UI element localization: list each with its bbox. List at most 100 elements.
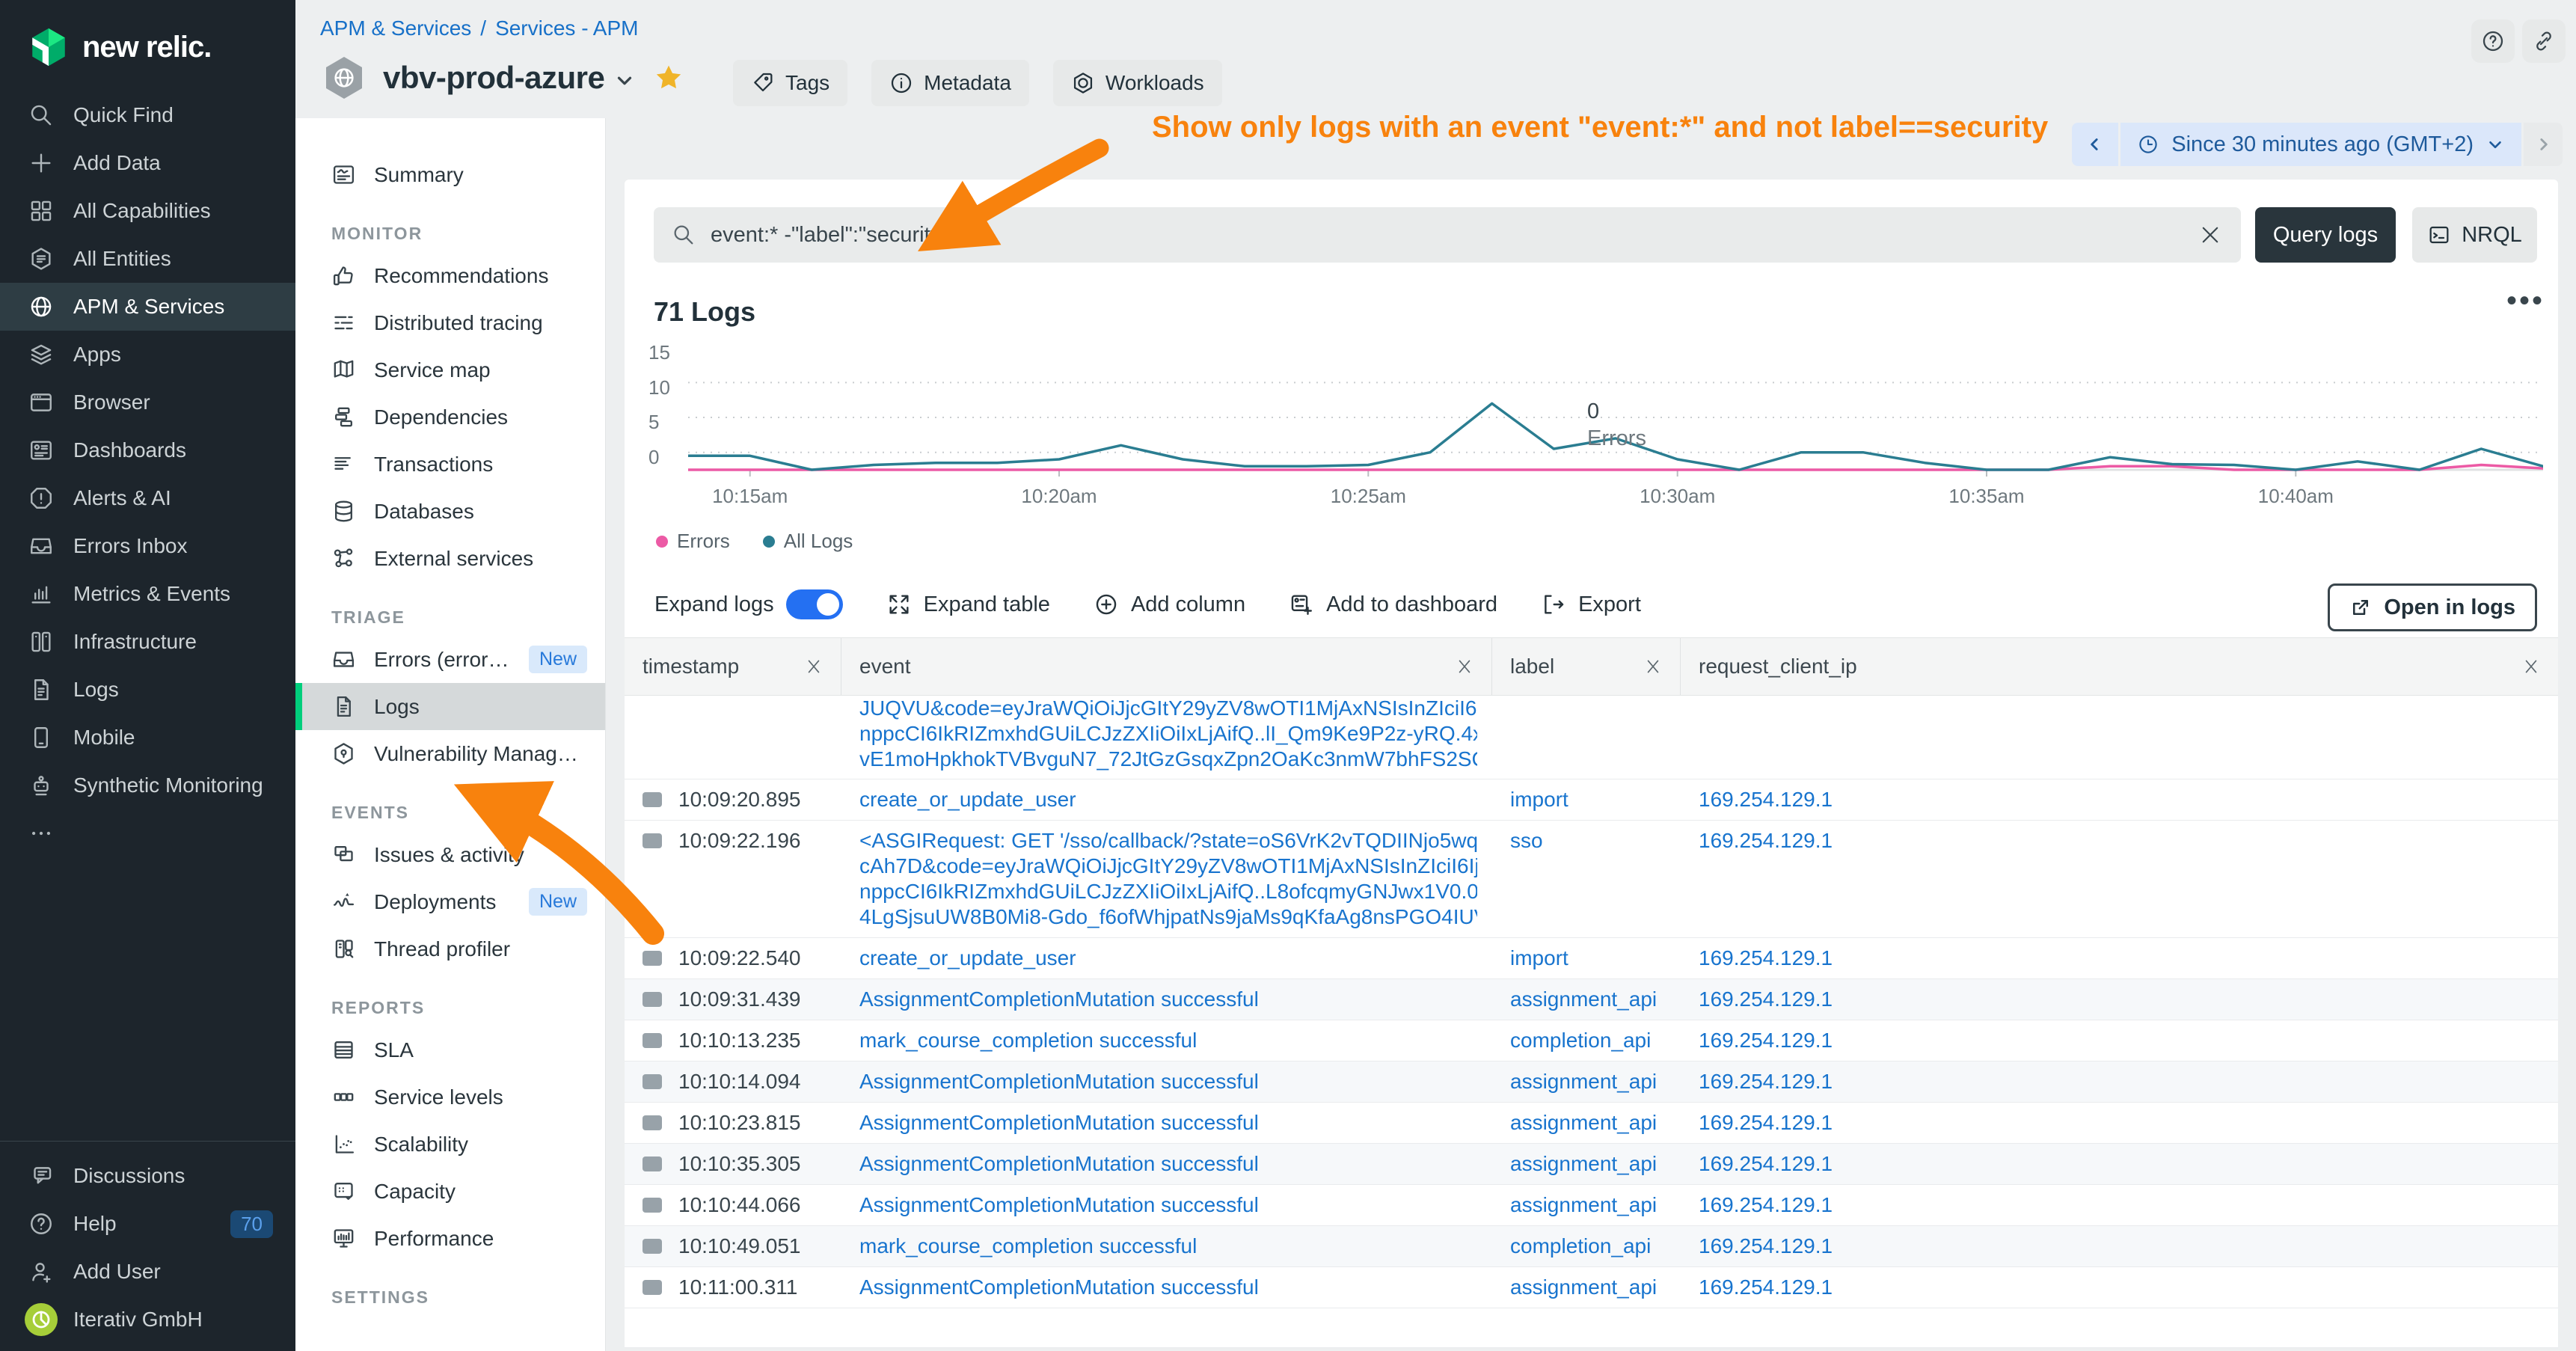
sidebar-item-add-data[interactable]: Add Data xyxy=(0,139,295,187)
table-row[interactable]: 10:09:31.439AssignmentCompletionMutation… xyxy=(625,979,2558,1020)
query-logs-button[interactable]: Query logs xyxy=(2255,207,2396,263)
label-link[interactable]: sso xyxy=(1492,828,1681,930)
subnav-item-service-map[interactable]: Service map xyxy=(295,346,605,393)
query-input[interactable]: event:* -"label":"security" xyxy=(711,223,2183,248)
label-link[interactable]: completion_api xyxy=(1492,1028,1681,1053)
event-link[interactable]: AssignmentCompletionMutation successful xyxy=(859,1110,1477,1136)
subnav-item-summary[interactable]: Summary xyxy=(295,151,605,198)
subnav-item-issues-activity[interactable]: Issues & activity xyxy=(295,831,605,878)
export-button[interactable]: Export xyxy=(1541,592,1641,617)
table-row[interactable]: JUQVU&code=eyJraWQiOiJjcGItY29yZV8wOTI1M… xyxy=(625,696,2558,779)
event-link[interactable]: AssignmentCompletionMutation successful xyxy=(859,1275,1477,1300)
request-client-ip-link[interactable]: 169.254.129.1 xyxy=(1681,1275,2558,1300)
sidebar-item-add-user[interactable]: Add User xyxy=(0,1248,295,1296)
sidebar-item-logs[interactable]: Logs xyxy=(0,666,295,714)
table-row[interactable]: 10:10:14.094AssignmentCompletionMutation… xyxy=(625,1062,2558,1103)
request-client-ip-link[interactable]: 169.254.129.1 xyxy=(1681,987,2558,1012)
row-marker-icon[interactable] xyxy=(643,1074,662,1089)
sidebar-item-all-entities[interactable]: All Entities xyxy=(0,235,295,283)
remove-column-icon[interactable] xyxy=(1454,656,1475,677)
request-client-ip-link[interactable]: 169.254.129.1 xyxy=(1681,1028,2558,1053)
subnav-item-logs[interactable]: Logs xyxy=(295,683,605,730)
event-link[interactable]: 4LgSjsuUW8B0Mi8-Gdo_f6ofWhjpatNs9jaMs9qK… xyxy=(859,904,1477,930)
sidebar-item-infrastructure[interactable]: Infrastructure xyxy=(0,618,295,666)
label-link[interactable]: assignment_api xyxy=(1492,1110,1681,1136)
panel-menu-dots[interactable]: ••• xyxy=(2506,284,2545,318)
legend-errors[interactable]: Errors xyxy=(656,530,730,553)
table-row[interactable]: 10:09:20.895create_or_update_userimport1… xyxy=(625,779,2558,821)
sidebar-item-mobile[interactable]: Mobile xyxy=(0,714,295,762)
label-link[interactable]: assignment_api xyxy=(1492,987,1681,1012)
event-link[interactable]: vE1moHpkhokTVBvguN7_72JtGzGsqxZpn2OaKc3n… xyxy=(859,747,1477,771)
subnav-item-performance[interactable]: Performance xyxy=(295,1215,605,1262)
sidebar-item-errors-inbox[interactable]: Errors Inbox xyxy=(0,522,295,570)
row-marker-icon[interactable] xyxy=(643,1198,662,1213)
event-link[interactable]: create_or_update_user xyxy=(859,946,1477,971)
label-link[interactable]: import xyxy=(1492,787,1681,812)
remove-column-icon[interactable] xyxy=(1643,656,1663,677)
sidebar-item-metrics-events[interactable]: Metrics & Events xyxy=(0,570,295,618)
event-link[interactable]: mark_course_completion successful xyxy=(859,1028,1477,1053)
event-link[interactable]: AssignmentCompletionMutation successful xyxy=(859,1151,1477,1177)
metadata-button[interactable]: Metadata xyxy=(871,60,1029,106)
log-query-bar[interactable]: event:* -"label":"security" xyxy=(654,207,2241,263)
request-client-ip-link[interactable]: 169.254.129.1 xyxy=(1681,946,2558,971)
event-link[interactable]: mark_course_completion successful xyxy=(859,1234,1477,1259)
expand-logs-toggle[interactable]: Expand logs xyxy=(654,589,843,619)
sidebar-item-alerts-ai[interactable]: Alerts & AI xyxy=(0,474,295,522)
label-link[interactable]: import xyxy=(1492,946,1681,971)
subnav-item-recommendations[interactable]: Recommendations xyxy=(295,252,605,299)
table-row[interactable]: 10:11:00.311AssignmentCompletionMutation… xyxy=(625,1267,2558,1308)
table-row[interactable]: 10:09:22.540create_or_update_userimport1… xyxy=(625,938,2558,979)
legend-all-logs[interactable]: All Logs xyxy=(763,530,853,553)
workloads-button[interactable]: Workloads xyxy=(1053,60,1222,106)
row-marker-icon[interactable] xyxy=(643,1115,662,1130)
subnav-item-service-levels[interactable]: Service levels xyxy=(295,1073,605,1121)
subnav-item-distributed-tracing[interactable]: Distributed tracing xyxy=(295,299,605,346)
row-marker-icon[interactable] xyxy=(643,1157,662,1171)
sidebar-item-quick-find[interactable]: Quick Find xyxy=(0,91,295,139)
entity-name[interactable]: vbv-prod-azure xyxy=(383,60,604,96)
table-row[interactable]: 10:10:49.051mark_course_completion succe… xyxy=(625,1226,2558,1267)
table-row[interactable]: 10:09:22.196<ASGIRequest: GET '/sso/call… xyxy=(625,821,2558,938)
label-link[interactable]: assignment_api xyxy=(1492,1151,1681,1177)
toggle-on-icon[interactable] xyxy=(786,589,843,619)
new-relic-logo[interactable]: new relic. xyxy=(0,0,295,91)
subnav-item-thread-profiler[interactable]: Thread profiler xyxy=(295,925,605,972)
request-client-ip-link[interactable]: 169.254.129.1 xyxy=(1681,1151,2558,1177)
sidebar-item-more[interactable] xyxy=(0,809,295,857)
tags-button[interactable]: Tags xyxy=(733,60,847,106)
sidebar-item-dashboards[interactable]: Dashboards xyxy=(0,426,295,474)
time-back-button[interactable] xyxy=(2072,123,2118,166)
label-link[interactable]: assignment_api xyxy=(1492,1192,1681,1218)
subnav-item-external-services[interactable]: External services xyxy=(295,535,605,582)
time-forward-button[interactable] xyxy=(2524,123,2563,166)
sidebar-item-apm-services[interactable]: APM & Services xyxy=(0,283,295,331)
row-marker-icon[interactable] xyxy=(643,1239,662,1254)
request-client-ip-link[interactable]: 169.254.129.1 xyxy=(1681,1192,2558,1218)
help-circle-button[interactable] xyxy=(2471,19,2515,63)
remove-column-icon[interactable] xyxy=(2521,656,2542,677)
sidebar-item-browser[interactable]: Browser xyxy=(0,379,295,426)
request-client-ip-link[interactable]: 169.254.129.1 xyxy=(1681,1069,2558,1094)
label-link[interactable]: assignment_api xyxy=(1492,1275,1681,1300)
breadcrumb-apm-services[interactable]: APM & Services xyxy=(320,16,471,40)
sidebar-item-apps[interactable]: Apps xyxy=(0,331,295,379)
request-client-ip-link[interactable]: 169.254.129.1 xyxy=(1681,828,2558,930)
column-header-event[interactable]: event xyxy=(841,638,1492,695)
event-link[interactable]: AssignmentCompletionMutation successful xyxy=(859,1069,1477,1094)
event-link[interactable]: create_or_update_user xyxy=(859,787,1477,812)
event-link[interactable]: nppcCI6IkRIZmxhdGUiLCJzZXIiOiIxLjAifQ..L… xyxy=(859,879,1477,904)
sidebar-item-all-capabilities[interactable]: All Capabilities xyxy=(0,187,295,235)
event-link[interactable]: <ASGIRequest: GET '/sso/callback/?state=… xyxy=(859,828,1477,854)
event-link[interactable]: nppcCI6IkRIZmxhdGUiLCJzZXIiOiIxLjAifQ..l… xyxy=(859,721,1477,747)
sidebar-item-iterativ-gmbh[interactable]: Iterativ GmbH xyxy=(0,1296,295,1344)
time-range-dropdown[interactable]: Since 30 minutes ago (GMT+2) xyxy=(2120,123,2521,166)
request-client-ip-link[interactable]: 169.254.129.1 xyxy=(1681,1110,2558,1136)
label-link[interactable] xyxy=(1492,696,1681,771)
favorite-star-icon[interactable] xyxy=(654,63,684,93)
table-row[interactable]: 10:10:13.235mark_course_completion succe… xyxy=(625,1020,2558,1062)
row-marker-icon[interactable] xyxy=(643,951,662,966)
sidebar-item-help[interactable]: Help70 xyxy=(0,1200,295,1248)
subnav-item-sla[interactable]: SLA xyxy=(295,1026,605,1073)
